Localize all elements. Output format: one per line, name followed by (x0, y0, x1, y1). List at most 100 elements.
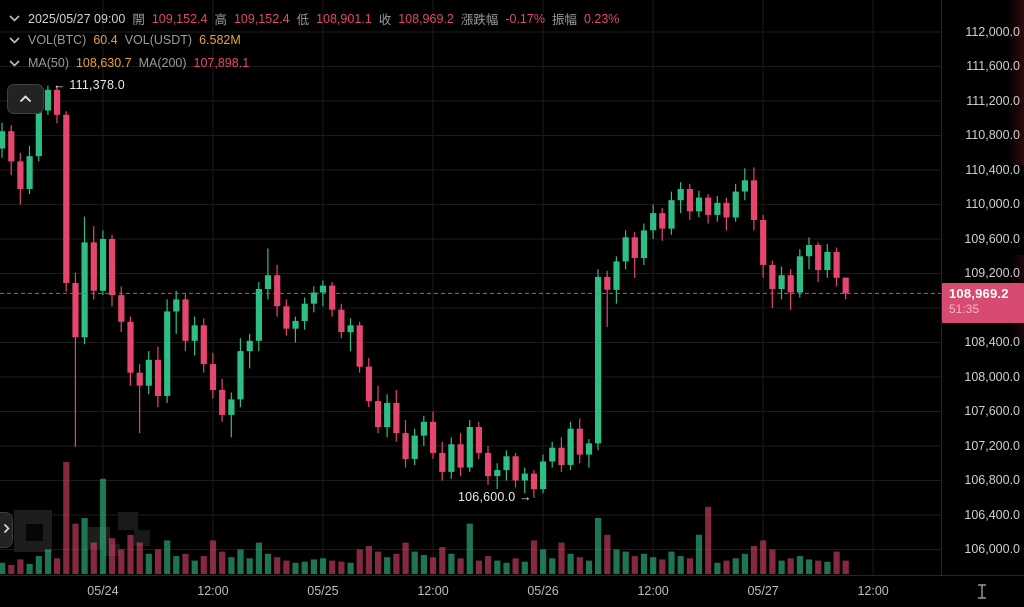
candle-body (604, 276, 611, 290)
volume-bar (319, 558, 327, 574)
candle-body (549, 447, 556, 462)
chevron-right-icon (3, 521, 10, 539)
volume-bar (668, 551, 675, 574)
candle-body (585, 443, 593, 455)
candle-body (457, 444, 464, 468)
volume-bar (457, 558, 464, 574)
x-axis-label: 05/25 (307, 584, 339, 598)
y-axis-label: 110,400.0 (965, 162, 1020, 177)
amplitude-value: 0.23% (583, 11, 620, 26)
volume-bar (109, 538, 116, 574)
volume-bar (219, 551, 226, 574)
volume-bar (164, 540, 171, 574)
volume-bar (732, 558, 739, 574)
x-axis-label: 12:00 (197, 584, 229, 598)
volume-bar (44, 549, 52, 574)
candle-body (760, 220, 767, 265)
collapse-chevron-icon[interactable] (8, 34, 21, 47)
collapse-chevron-icon[interactable] (8, 12, 21, 25)
volume-bar (787, 558, 794, 574)
candle-body (81, 242, 88, 338)
y-axis-label: 108,400.0 (964, 335, 1020, 349)
volume-bar (604, 534, 611, 574)
volume-bar (842, 560, 849, 574)
candle-body (99, 239, 107, 291)
price-axis[interactable]: 112,000.0 111,600.0 111,200.0 110,800.0 110,… (941, 0, 1024, 575)
scroll-up-button[interactable] (7, 84, 44, 114)
candle-body (512, 456, 519, 481)
volume-bar (173, 556, 180, 574)
scroll-right-button[interactable] (0, 512, 13, 548)
candle-body (154, 359, 162, 396)
candle-body (723, 202, 730, 218)
volume-bar (329, 560, 336, 574)
y-axis-label: 110,000.0 (965, 197, 1020, 211)
candle-body (833, 251, 840, 278)
candle-body (375, 401, 382, 427)
volume-bar (90, 542, 97, 574)
candle-countdown: 51:35 (949, 302, 980, 317)
candle-body (521, 473, 528, 481)
candle-body (686, 189, 693, 212)
volume-bar (686, 558, 693, 574)
candle-body (631, 237, 638, 258)
volume-bar (833, 551, 840, 574)
time-axis[interactable]: 05/24 12:00 05/25 12:00 05/26 12:00 05/27 12:00 (0, 575, 1024, 607)
candle-body (246, 340, 253, 352)
high-value: 109,152.4 (233, 11, 290, 26)
volume-bar (54, 558, 61, 574)
candle-body (769, 264, 776, 289)
ma-legend-row: MA(50) 108,630.7 MA(200) 107,898.1 (8, 56, 249, 70)
volume-bar (796, 556, 803, 574)
candle-body (806, 245, 813, 257)
volume-bar (292, 562, 299, 574)
volume-bar (246, 558, 253, 574)
volume-bar (815, 560, 822, 574)
high-price-annotation: ← 111,378.0 (53, 78, 125, 92)
candle-body (319, 285, 327, 293)
volume-bar (420, 555, 427, 574)
ma50-value: 108,630.7 (75, 56, 132, 70)
volume-bar (439, 547, 446, 574)
candle-body (640, 230, 648, 258)
candle-body (274, 275, 281, 307)
candle-body (310, 292, 317, 304)
volume-bar (81, 518, 88, 574)
y-axis-label: 107,200.0 (964, 438, 1020, 453)
candle-body (118, 295, 125, 322)
y-axis-label: 108,000.0 (964, 369, 1020, 384)
change-value: -0.17% (505, 11, 545, 26)
volume-bar (154, 549, 162, 574)
candle-body (439, 452, 446, 472)
candle-body (741, 180, 748, 192)
candle-body (558, 447, 565, 465)
volume-bar (714, 562, 721, 574)
chevron-up-icon (19, 90, 32, 108)
price-scale-mode-icon[interactable] (975, 583, 989, 605)
y-axis-label: 109,600.0 (964, 231, 1020, 246)
candle-body (365, 366, 372, 402)
candle-body (787, 275, 794, 293)
candlestick-chart[interactable] (0, 0, 941, 575)
candle-body (503, 456, 510, 471)
candle-body (44, 89, 52, 111)
volume-bar (640, 553, 648, 574)
candle-body (109, 239, 116, 296)
collapse-chevron-icon[interactable] (8, 57, 21, 70)
volume-bar (475, 560, 482, 574)
volume-bar (17, 559, 24, 574)
candle-body (127, 321, 134, 373)
candle-body (677, 189, 684, 201)
volume-bar (741, 553, 748, 574)
volume-bar (806, 559, 813, 574)
candle-body (842, 277, 849, 294)
volume-bar (264, 553, 272, 574)
y-axis-label: 106,800.0 (964, 473, 1020, 487)
watermark-block (134, 530, 150, 546)
volume-bar (209, 540, 217, 574)
volume-bar (695, 534, 703, 574)
candle-body (622, 237, 629, 262)
candle-body (173, 299, 180, 312)
volume-bar (310, 559, 317, 574)
volume-bar (182, 553, 189, 574)
